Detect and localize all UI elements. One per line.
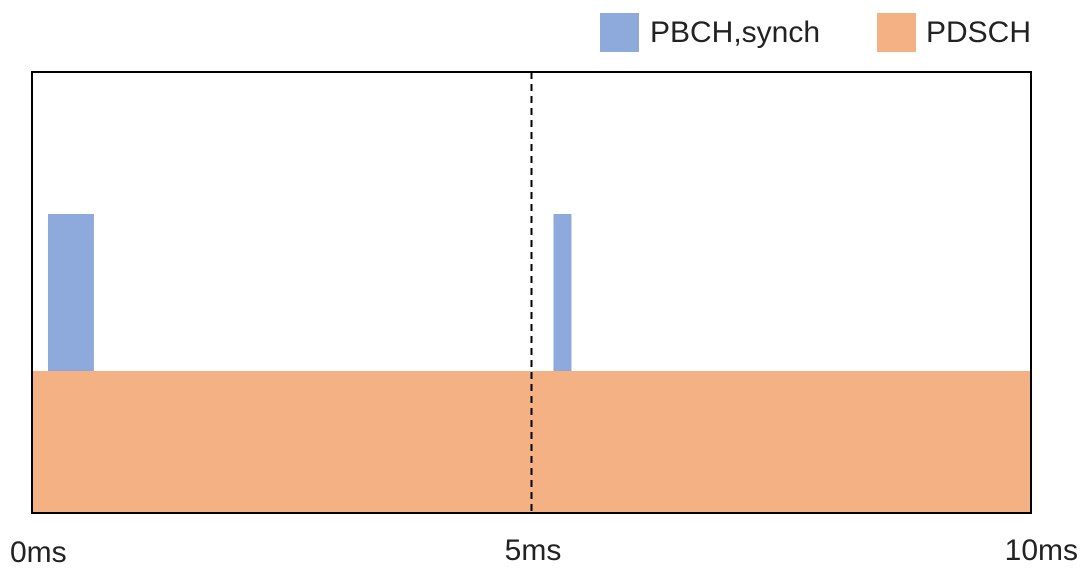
tick-label-0ms: 0ms xyxy=(10,536,67,568)
plot-area xyxy=(31,71,1032,514)
legend-swatch-pdsch xyxy=(877,13,916,52)
legend-swatch-pbch xyxy=(600,13,639,52)
legend-label-pdsch: PDSCH xyxy=(926,16,1031,49)
pdsch-region xyxy=(32,371,1031,513)
legend-label-pbch: PBCH,synch xyxy=(650,16,820,49)
tick-label-10ms: 10ms xyxy=(1005,534,1078,567)
time-axis: 0ms 5ms 10ms xyxy=(10,534,1078,568)
tick-label-5ms: 5ms xyxy=(505,534,562,567)
pbch-block-1 xyxy=(47,214,94,371)
pbch-blocks xyxy=(47,214,572,371)
pbch-block-2 xyxy=(553,214,572,371)
legend: PBCH,synch PDSCH xyxy=(600,13,1031,52)
